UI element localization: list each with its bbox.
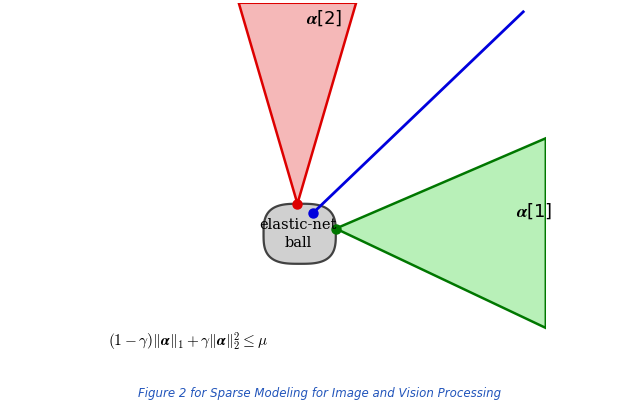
Polygon shape <box>239 3 356 204</box>
Text: $\boldsymbol{\alpha}$[2]: $\boldsymbol{\alpha}$[2] <box>305 9 342 28</box>
Text: $(1-\gamma)\|\boldsymbol{\alpha}\|_1 + \gamma\|\boldsymbol{\alpha}\|_2^2 \leq \m: $(1-\gamma)\|\boldsymbol{\alpha}\|_1 + \… <box>108 330 268 353</box>
Text: Figure 2 for Sparse Modeling for Image and Vision Processing: Figure 2 for Sparse Modeling for Image a… <box>138 386 502 400</box>
Polygon shape <box>336 138 546 328</box>
Text: elastic-net
ball: elastic-net ball <box>260 218 337 250</box>
Text: $\boldsymbol{\alpha}$[1]: $\boldsymbol{\alpha}$[1] <box>516 201 553 221</box>
Polygon shape <box>264 204 336 264</box>
